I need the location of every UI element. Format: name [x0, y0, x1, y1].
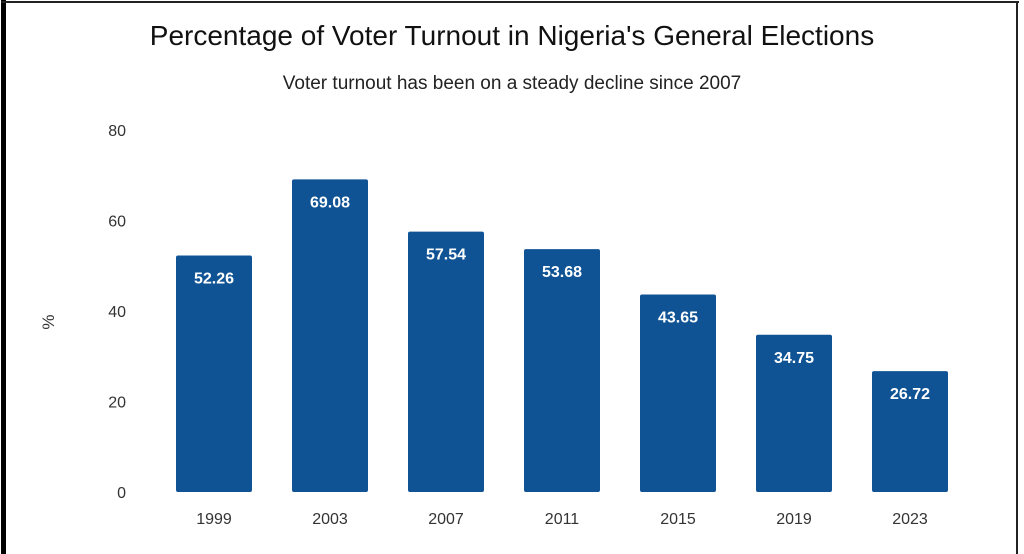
x-tick-label: 2011 [545, 511, 580, 528]
x-tick-label: 2003 [312, 511, 348, 528]
y-tick-label: 60 [108, 214, 126, 231]
x-tick-label: 2019 [776, 511, 812, 528]
y-tick-label: 80 [108, 123, 126, 140]
x-tick-label: 2023 [892, 511, 928, 528]
data-label: 34.75 [774, 350, 814, 367]
data-label: 26.72 [890, 386, 930, 403]
y-tick-label: 0 [117, 485, 126, 502]
data-label: 53.68 [542, 264, 582, 281]
frame-border-top [1, 1, 1019, 3]
bar-2023 [872, 371, 948, 492]
bar-2019 [756, 334, 832, 492]
bar-2003 [292, 179, 368, 492]
y-axis-label: % [39, 314, 58, 329]
x-tick-label: 2007 [428, 511, 464, 528]
chart-subtitle: Voter turnout has been on a steady decli… [282, 73, 742, 94]
bar-2007 [408, 231, 484, 492]
y-tick-label: 40 [108, 304, 126, 321]
data-label: 69.08 [310, 194, 350, 211]
frame-border-right [1016, 1, 1018, 554]
data-label: 52.26 [194, 271, 234, 288]
data-label: 43.65 [658, 309, 698, 326]
bar-1999 [176, 255, 252, 492]
x-tick-label: 2015 [660, 511, 696, 528]
frame-border-left [1, 0, 6, 554]
x-tick-label: 1999 [196, 511, 232, 528]
y-tick-label: 20 [108, 395, 126, 412]
bar-2011 [524, 249, 600, 492]
data-label: 57.54 [426, 247, 466, 264]
bar-2015 [640, 294, 716, 492]
chart-title: Percentage of Voter Turnout in Nigeria's… [149, 20, 875, 51]
